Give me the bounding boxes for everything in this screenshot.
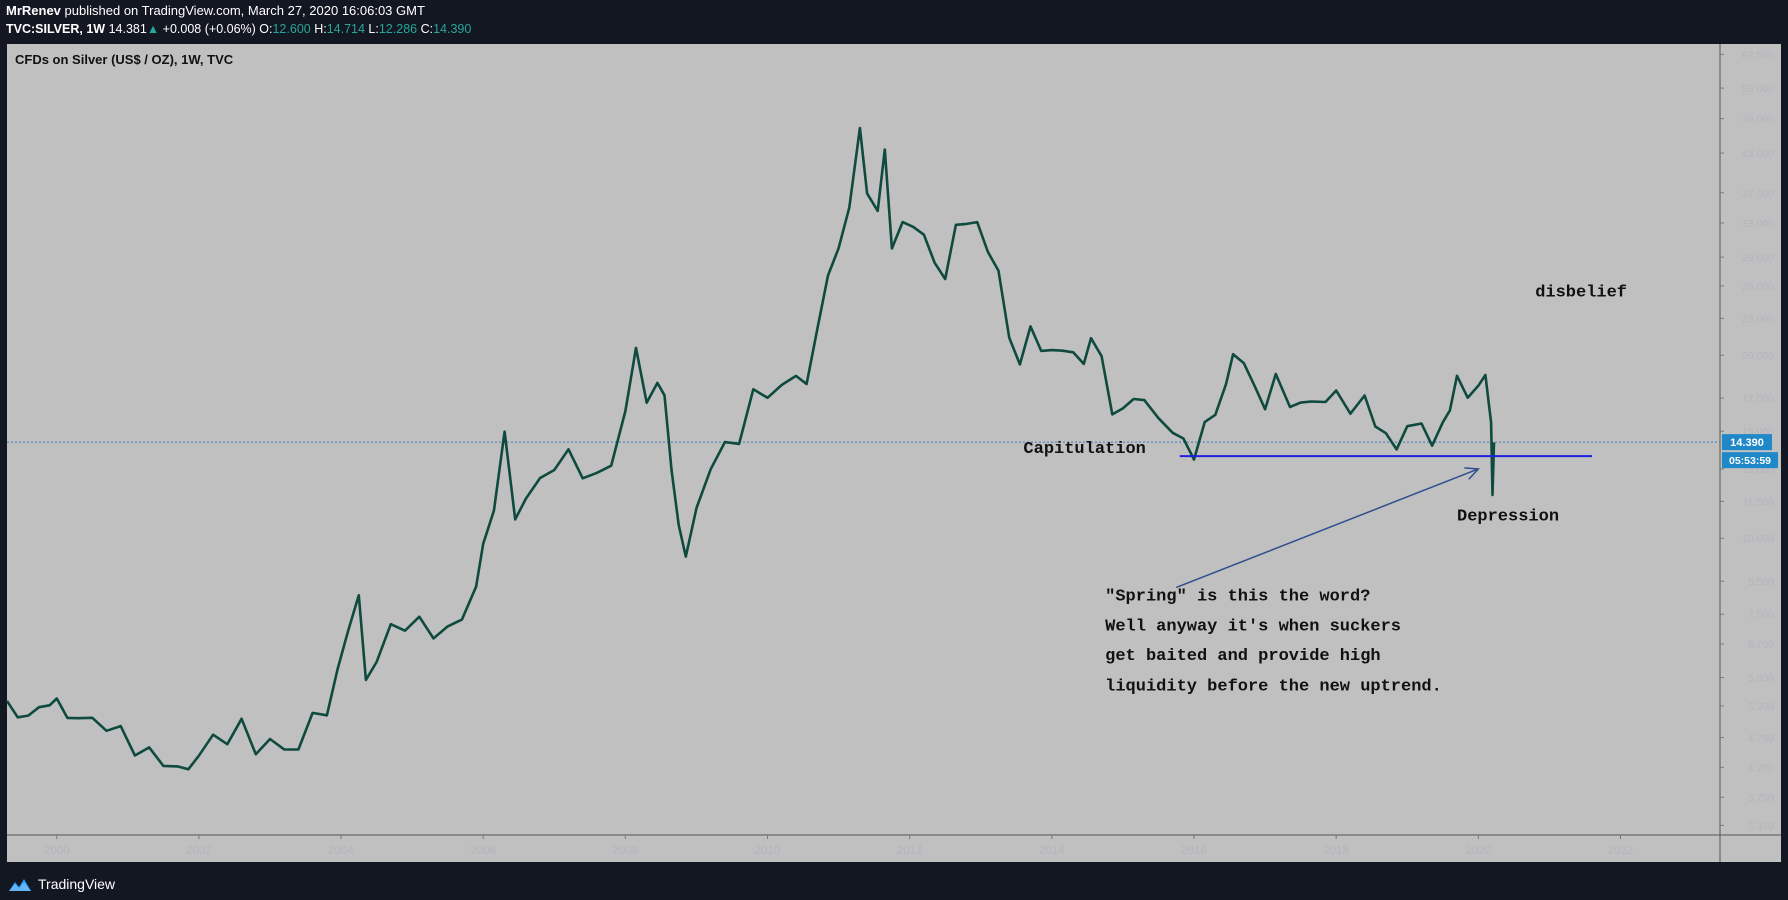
publish-info: published on TradingView.com, March 27, … — [64, 3, 425, 18]
open-label: O: — [259, 22, 273, 36]
chart-area[interactable] — [7, 44, 1781, 862]
x-tick-label: 2020 — [1466, 845, 1492, 857]
arrow-shaft — [1175, 468, 1479, 589]
y-tick-label: 4.200 — [1748, 762, 1774, 774]
y-tick-label: 33.000 — [1742, 218, 1774, 230]
publish-line: MrRenev published on TradingView.com, Ma… — [6, 3, 471, 19]
price-series-line[interactable] — [5, 126, 1496, 771]
x-tick-label: 2004 — [328, 845, 354, 857]
annotation-text: liquidity before the new uptrend. — [1105, 677, 1442, 696]
y-tick-label: 11.500 — [1743, 496, 1774, 508]
x-tick-label: 2022 — [1608, 845, 1634, 857]
time-axis[interactable]: 2000 2002 2004 2006 2008 2010 2012 2014 2016 2018… — [44, 835, 1633, 857]
low-value: 12.286 — [378, 22, 418, 36]
footer: TradingView — [8, 876, 115, 892]
ohlc-line: TVC:SILVER, 1W 14.381▲ +0.008 (+0.06%) O… — [6, 21, 471, 37]
annotation-text: "Spring" is this the word? — [1105, 587, 1370, 606]
y-tick-label: 20.000 — [1742, 350, 1774, 362]
last-price-tag: 14.390 05:53:59 — [1722, 434, 1778, 469]
y-tick-label: 55.000 — [1742, 83, 1774, 95]
y-tick-label: 5.300 — [1748, 701, 1774, 713]
brand-name[interactable]: TradingView — [38, 876, 116, 892]
y-tick-label: 23.000 — [1742, 313, 1774, 325]
x-tick-label: 2018 — [1323, 845, 1349, 857]
x-tick-label: 2002 — [186, 845, 212, 857]
y-tick-label: 10.000 — [1742, 533, 1774, 545]
annotation-text: Capitulation — [1023, 440, 1145, 459]
y-tick-label: 3.750 — [1748, 792, 1774, 804]
x-tick-label: 2012 — [897, 845, 923, 857]
y-tick-label: 5.900 — [1748, 673, 1774, 685]
author-name[interactable]: MrRenev — [6, 3, 61, 18]
arrow-head — [1464, 467, 1480, 480]
y-tick-label: 62.500 — [1742, 49, 1774, 61]
open-value: 12.600 — [272, 22, 311, 36]
y-tick-label: 29.000 — [1742, 252, 1774, 264]
price-change: +0.008 (+0.06%) — [162, 22, 256, 36]
last-price-tag-bg — [1722, 434, 1772, 451]
y-tick-label: 26.000 — [1742, 281, 1774, 293]
chart-header: MrRenev published on TradingView.com, Ma… — [6, 3, 471, 37]
y-tick-label: 7.500 — [1748, 609, 1774, 621]
chart-annotations: disbelief Capitulation Depression "Spring" … — [1023, 283, 1627, 696]
spring-arrow[interactable] — [1175, 467, 1480, 589]
y-tick-label: 8.500 — [1748, 576, 1774, 588]
y-tick-label: 17.000 — [1742, 393, 1774, 405]
x-tick-label: 2016 — [1181, 845, 1207, 857]
close-value: 14.390 — [433, 22, 472, 36]
countdown-tag-text: 05:53:59 — [1729, 455, 1771, 467]
annotation-text: Well anyway it's when suckers — [1105, 618, 1401, 637]
last-price: 14.381 — [108, 22, 147, 36]
x-tick-label: 2000 — [44, 845, 70, 857]
tradingview-logo-icon[interactable] — [8, 876, 32, 892]
high-label: H: — [314, 22, 327, 36]
x-tick-label: 2006 — [470, 845, 496, 857]
symbol-label[interactable]: TVC:SILVER, 1W — [6, 22, 106, 36]
y-tick-label: 6.700 — [1748, 639, 1774, 651]
annotation-text: get baited and provide high — [1105, 647, 1380, 666]
close-label: C: — [420, 22, 434, 36]
last-price-tag-text: 14.390 — [1730, 437, 1764, 449]
up-triangle-icon: ▲ — [146, 22, 160, 36]
countdown-tag-bg — [1722, 452, 1778, 469]
x-tick-label: 2010 — [755, 845, 781, 857]
y-tick-label: 37.000 — [1742, 188, 1774, 200]
y-tick-label: 3.370 — [1748, 820, 1774, 832]
y-tick-label: 49.000 — [1742, 114, 1774, 126]
annotation-text: Depression — [1457, 507, 1559, 526]
x-tick-label: 2014 — [1039, 845, 1065, 857]
high-value: 14.714 — [326, 22, 365, 36]
low-label: L: — [368, 22, 379, 36]
y-tick-label: 4.700 — [1748, 733, 1774, 745]
annotation-text: disbelief — [1535, 283, 1627, 302]
y-tick-label: 43.000 — [1742, 148, 1774, 160]
price-axis[interactable]: 62.500 55.000 49.000 43.000 37.000 33.000 29.0… — [1720, 49, 1774, 832]
x-tick-label: 2008 — [613, 845, 639, 857]
chart-title: CFDs on Silver (US$ / OZ), 1W, TVC — [15, 52, 234, 67]
